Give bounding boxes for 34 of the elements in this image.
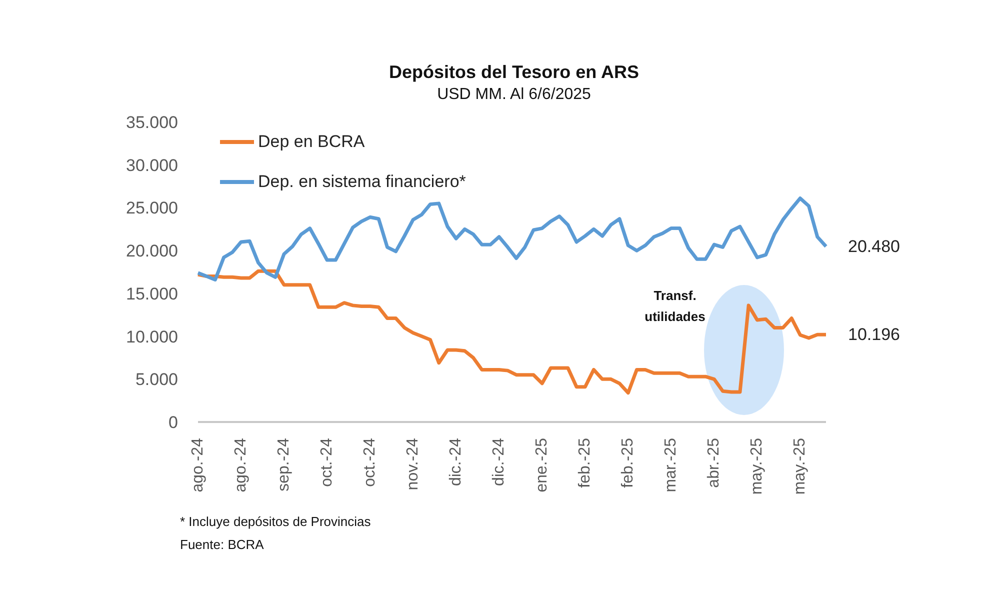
x-tick-label: mar.-25 <box>662 438 680 492</box>
legend-label: Dep. en sistema financiero* <box>258 172 466 192</box>
x-tick-label: may.-25 <box>748 438 766 495</box>
x-tick-label: sep.-24 <box>276 438 293 492</box>
x-tick-label: feb.-25 <box>620 438 637 488</box>
y-tick-label: 10.000 <box>126 327 178 346</box>
x-tick-label: nov.-24 <box>404 438 422 490</box>
y-tick-label: 15.000 <box>126 284 178 304</box>
line-series <box>196 269 828 395</box>
y-tick-label: 20.000 <box>126 242 178 261</box>
x-tick-label: dic.-24 <box>448 438 465 486</box>
chart-title: Depósitos del Tesoro en ARS <box>388 62 640 83</box>
data-label: 10.196 <box>848 325 900 344</box>
y-tick-label: 5.000 <box>135 370 178 390</box>
x-tick-label: feb.-25 <box>576 438 594 488</box>
chart-subtitle: USD MM. Al 6/6/2025 <box>436 86 592 104</box>
x-tick-label: may.-25 <box>792 438 809 495</box>
y-tick-label: 35.000 <box>126 113 178 132</box>
x-tick-label: ago.-24 <box>190 438 206 492</box>
annotation: Transf. utilidades <box>644 287 706 326</box>
x-tick-label: abr.-25 <box>706 438 723 488</box>
x-tick-label: oct.-24 <box>318 438 336 487</box>
x-tick-label: oct.-24 <box>362 438 379 487</box>
legend-label: Dep en BCRA <box>258 132 365 152</box>
source-note: Fuente: BCRA <box>180 537 264 552</box>
y-tick-label: 0 <box>168 413 178 432</box>
line-series <box>196 196 828 282</box>
y-tick-label: 25.000 <box>126 198 178 218</box>
x-tick-label: ago.-24 <box>232 438 250 492</box>
x-tick-label: ene.-25 <box>534 438 551 492</box>
y-tick-label: 30.000 <box>126 156 178 175</box>
text: * Incluye depósitos de Provincias <box>180 514 371 529</box>
data-label: 20.480 <box>848 236 900 256</box>
x-tick-label: dic.-24 <box>490 438 508 486</box>
